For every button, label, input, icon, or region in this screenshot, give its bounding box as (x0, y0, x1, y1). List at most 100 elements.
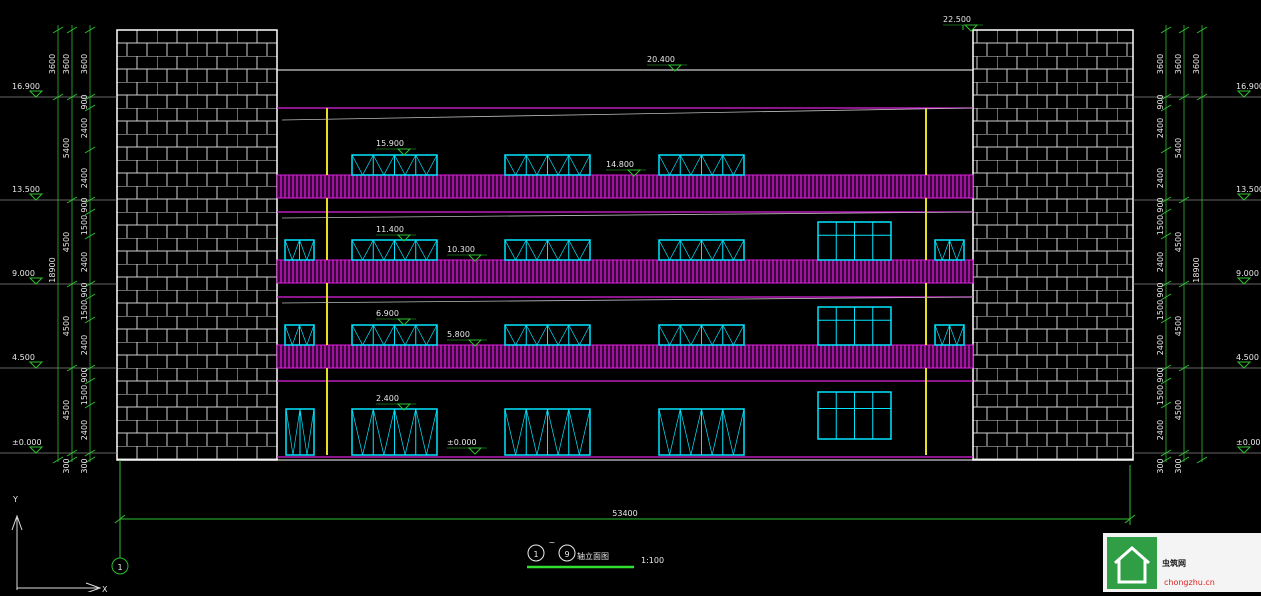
pane-swing (351, 239, 374, 261)
pane-swing (525, 239, 548, 261)
pane-swing (722, 154, 745, 176)
pane-swing (299, 408, 315, 456)
dimension-tick (1178, 280, 1190, 288)
slope-line (281, 296, 974, 304)
pane-swing (701, 154, 724, 176)
elevation-label: 16.900 (1236, 82, 1261, 91)
watermark-url: chongzhu.cn (1164, 578, 1215, 587)
pane-swing (934, 324, 950, 347)
dimension-label: 1500 (1156, 385, 1165, 405)
dimension-tick (84, 232, 96, 240)
dimension-label: 1500 (80, 215, 89, 235)
pane-swing (299, 324, 315, 347)
pane-swing (285, 408, 301, 456)
dimension-tick (52, 26, 64, 34)
level-symbol (1236, 446, 1252, 454)
title-end: 9 (564, 550, 569, 559)
pane-swing (722, 239, 745, 261)
dimension-tick (1160, 93, 1172, 101)
pane-swing (679, 408, 702, 456)
pane-swing (372, 154, 395, 176)
dimension-tick (84, 377, 96, 385)
dimension-tick (1160, 316, 1172, 324)
dimension-tick (84, 293, 96, 301)
pane-swing (658, 239, 681, 261)
dimension-tick (1196, 456, 1208, 464)
level-symbol (1236, 361, 1252, 369)
pane-swing (658, 324, 681, 346)
ucs-icon (11, 514, 102, 594)
dimension-label: 900 (80, 282, 89, 297)
level-symbol (1236, 90, 1252, 98)
dimension-tick (84, 104, 96, 112)
pane-swing (372, 239, 395, 261)
railing (276, 174, 974, 199)
dimension-label: 1500 (80, 385, 89, 405)
pane-swing (394, 324, 417, 346)
level-symbol (1236, 277, 1252, 285)
level-label: 6.900 (376, 309, 399, 318)
dimension-tick (1196, 26, 1208, 34)
title-circle (527, 544, 545, 562)
dimension-tick (84, 26, 96, 34)
level-symbol (467, 447, 483, 455)
dimension-label: 18900 (48, 257, 57, 282)
dimension-tick (1178, 196, 1190, 204)
title-tilde: ~ (549, 538, 556, 547)
dimension-tick (66, 280, 78, 288)
dimension-tick (84, 280, 96, 288)
dimension-label: 3600 (48, 54, 57, 74)
level-symbol (396, 318, 412, 326)
dimension-tick (84, 93, 96, 101)
dimension-label: 900 (80, 94, 89, 109)
elevation-label: 4.500 (12, 353, 35, 362)
dimension-tick (1160, 377, 1172, 385)
pane-swing (525, 154, 548, 176)
dimension-tick (52, 93, 64, 101)
pane-swing (701, 408, 724, 456)
pane-swing (525, 408, 548, 456)
left-tower (116, 29, 278, 461)
dimension-label: 900 (80, 197, 89, 212)
dimension-tick (66, 93, 78, 101)
dimension-tick (84, 364, 96, 372)
title-name: 轴立面图 (577, 551, 609, 561)
dimension-label: 3600 (1192, 54, 1201, 74)
axis-label: 1 (117, 563, 122, 572)
dimension-tick (1160, 364, 1172, 372)
pane-swing (284, 324, 300, 347)
level-symbol (28, 446, 44, 454)
dimension-tick (1160, 456, 1172, 464)
pane-swing (568, 154, 591, 176)
level-symbol (1236, 193, 1252, 201)
railing (276, 344, 974, 369)
dimension-tick (1160, 196, 1172, 204)
dimension-tick (84, 449, 96, 457)
pane-swing (658, 408, 681, 456)
dimension-tick (1160, 280, 1172, 288)
dimension-label: 2400 (1156, 420, 1165, 440)
pane-swing (504, 154, 527, 176)
level-label: 2.400 (376, 394, 399, 403)
dimension-tick (1160, 232, 1172, 240)
dimension-tick (1178, 93, 1190, 101)
slope-line (281, 211, 974, 219)
level-label: 22.500 (943, 15, 971, 24)
dimension-label: 4500 (1174, 400, 1183, 420)
pane-swing (351, 408, 374, 456)
pane-swing (949, 239, 965, 262)
title-scale: 1:100 (641, 556, 664, 565)
level-label: 5.800 (447, 330, 470, 339)
pane-swing (679, 239, 702, 261)
pane-swing (525, 324, 548, 346)
dimension-tick (1160, 208, 1172, 216)
level-label: 15.900 (376, 139, 404, 148)
pane-swing (701, 324, 724, 346)
dimension-label: 900 (1156, 282, 1165, 297)
pane-swing (351, 324, 374, 346)
dimension-tick (84, 208, 96, 216)
pane-swing (284, 239, 300, 262)
elevation-label: 13.500 (12, 185, 40, 194)
dimension-label: 5400 (1174, 138, 1183, 158)
